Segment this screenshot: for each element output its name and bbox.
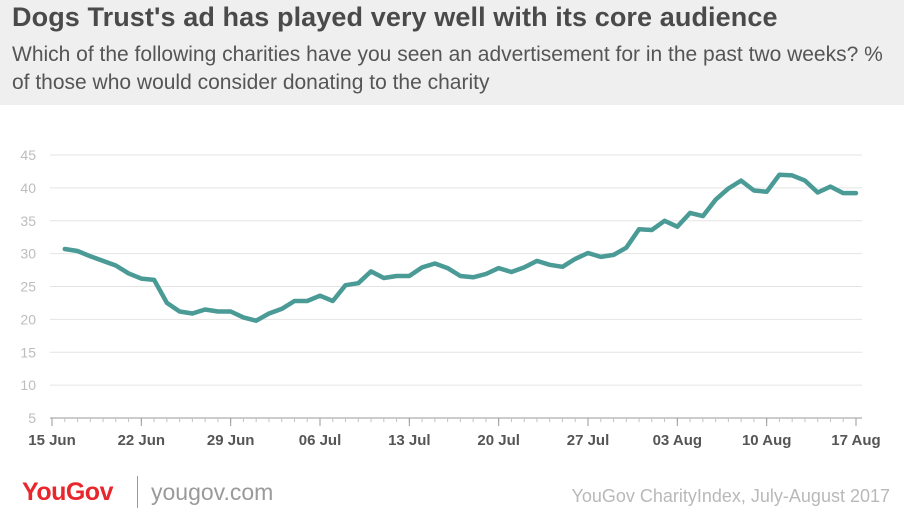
line-chart: 5 10 15 20 25 30 35 40 45 15 Jun 22 Jun 29 Jun 06 J… (20, 147, 881, 449)
y-tick-label: 20 (20, 311, 36, 327)
x-tick-label: 03 Aug (653, 432, 702, 449)
x-tick-label: 27 Jul (567, 432, 610, 449)
series-line (62, 172, 859, 323)
x-tick-label: 10 Aug (742, 432, 791, 449)
y-tick-label: 15 (20, 344, 36, 360)
footer-divider (137, 476, 138, 508)
y-tick-label: 5 (28, 410, 36, 426)
x-tick-label: 20 Jul (477, 432, 520, 449)
y-tick-label: 10 (20, 377, 36, 393)
gridlines (50, 154, 862, 386)
y-tick-label: 35 (20, 213, 36, 229)
y-tick-label: 40 (20, 180, 36, 196)
chart-subtitle: Which of the following charities have yo… (12, 43, 883, 94)
y-axis-ticks: 5 10 15 20 25 30 35 40 45 (20, 147, 36, 426)
source-note: YouGov CharityIndex, July-August 2017 (571, 486, 890, 506)
chart-header: Dogs Trust's ad has played very well wit… (0, 0, 904, 105)
footer-site-link[interactable]: yougov.com (151, 479, 274, 505)
series-group (62, 172, 859, 323)
x-tick-label: 13 Jul (388, 432, 431, 449)
y-tick-label: 30 (20, 246, 36, 262)
chart-title: Dogs Trust's ad has played very well wit… (12, 2, 778, 32)
x-axis: 15 Jun 22 Jun 29 Jun 06 Jul 13 Jul 20 Jul 27 J… (28, 417, 881, 449)
y-tick-label: 25 (20, 279, 36, 295)
x-tick-label: 06 Jul (299, 432, 342, 449)
yougov-logo: YouGov (22, 478, 113, 506)
x-tick-label: 15 Jun (28, 432, 76, 449)
x-tick-label: 17 Aug (831, 432, 880, 449)
y-tick-label: 45 (20, 147, 36, 163)
x-tick-label: 22 Jun (118, 432, 166, 449)
x-tick-label: 29 Jun (207, 432, 255, 449)
